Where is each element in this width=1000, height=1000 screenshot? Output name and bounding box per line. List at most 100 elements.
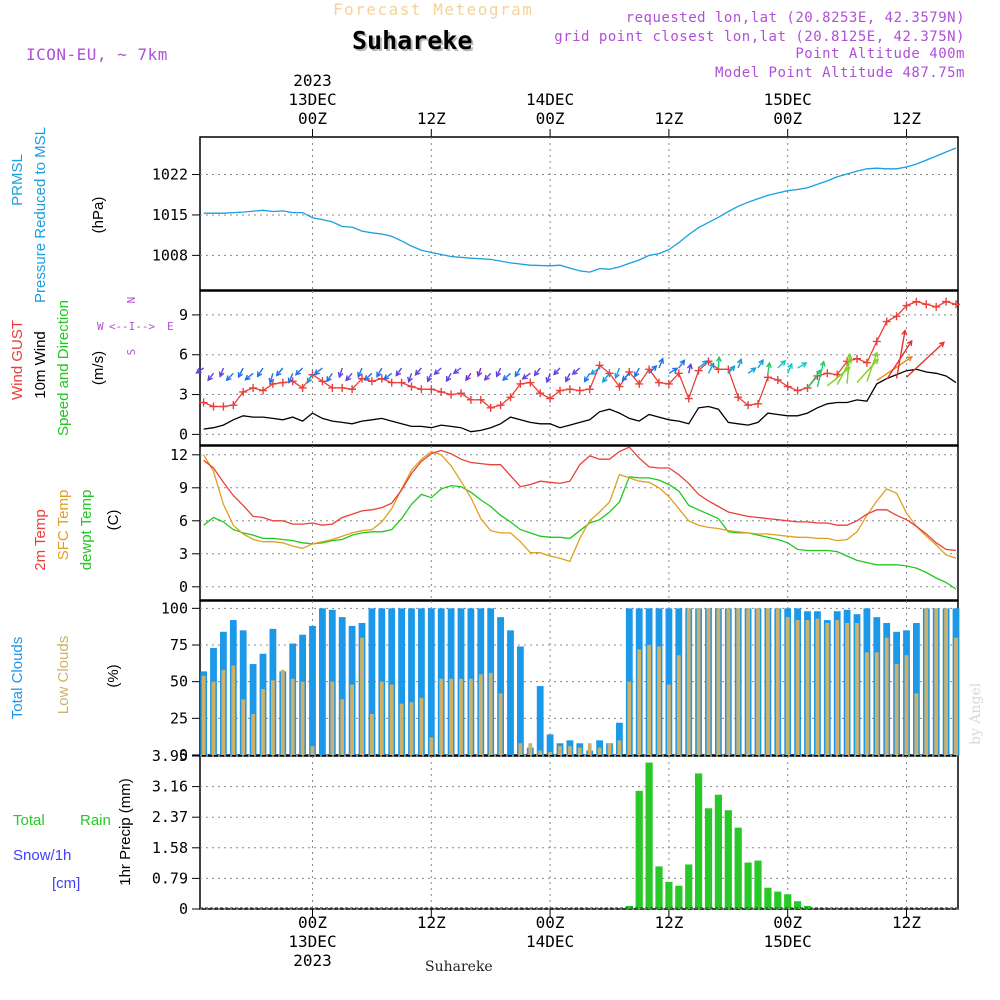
y-tick-label: 75 bbox=[170, 636, 188, 654]
wind-direction-arrow bbox=[614, 367, 621, 380]
panel-frame bbox=[199, 755, 959, 910]
gust-marker bbox=[397, 378, 406, 387]
gust-marker bbox=[853, 354, 861, 363]
y-tick-label: 2.37 bbox=[152, 808, 188, 826]
top-time-label: 12Z bbox=[654, 109, 683, 128]
gust-marker bbox=[744, 401, 753, 410]
wind-direction-arrow bbox=[514, 367, 522, 378]
gust-marker bbox=[259, 386, 267, 395]
total-rain-label-1: Total bbox=[13, 812, 45, 829]
gust-marker bbox=[486, 403, 495, 412]
bottom-time-label: 12Z bbox=[417, 913, 446, 932]
wind-direction-arrow bbox=[268, 373, 275, 385]
gust-marker bbox=[674, 369, 683, 378]
top-time-label: 00Z bbox=[536, 109, 565, 128]
low-cloud-bar bbox=[399, 703, 404, 755]
gust-marker bbox=[249, 383, 258, 392]
wind-direction-arrow bbox=[866, 351, 879, 382]
gust-marker bbox=[367, 377, 376, 386]
grid-point: grid point closest lon,lat (20.8125E, 42… bbox=[554, 29, 965, 45]
bottom-time-label: 00Z bbox=[536, 913, 565, 932]
gust-marker bbox=[862, 358, 871, 367]
low-cloud-bar bbox=[597, 747, 602, 755]
low-cloud-bar bbox=[370, 713, 374, 755]
gust-marker bbox=[209, 402, 218, 411]
temp-2m-line bbox=[203, 446, 957, 552]
precip-unit-label: 1hr Precip (mm) bbox=[117, 778, 134, 886]
gust-marker bbox=[605, 369, 614, 378]
wind-direction-arrow bbox=[337, 367, 344, 379]
wind-direction-arrow bbox=[736, 357, 743, 369]
top-time-label: 2023 bbox=[293, 71, 332, 90]
low-cloud-bar bbox=[825, 623, 830, 755]
gust-marker bbox=[655, 378, 663, 387]
gust-marker bbox=[882, 317, 891, 326]
low-cloud-bar bbox=[310, 746, 315, 755]
wind-direction-arrow bbox=[407, 373, 413, 384]
gust-marker bbox=[278, 378, 287, 387]
wind-direction-arrow bbox=[668, 367, 679, 374]
gust-marker bbox=[427, 385, 436, 394]
model-label: ICON-EU, ~ 7km bbox=[26, 45, 168, 64]
wind-direction-arrow bbox=[275, 367, 284, 377]
gust-marker bbox=[447, 390, 456, 399]
bottom-time-label: 2023 bbox=[293, 951, 332, 970]
wind-direction-arrow bbox=[287, 373, 294, 384]
wind-direction-arrow bbox=[195, 367, 205, 374]
low-cloud-bar bbox=[795, 620, 800, 755]
wind-direction-arrow bbox=[565, 373, 571, 383]
low-cloud-bar bbox=[874, 652, 879, 755]
forecast-meteogram-title: Forecast Meteogram bbox=[333, 0, 534, 19]
low-cloud-bar bbox=[657, 646, 661, 755]
wind-direction-arrow bbox=[244, 372, 254, 381]
gust-marker bbox=[239, 387, 248, 396]
low-cloud-bar bbox=[815, 618, 820, 755]
low-cloud-bar bbox=[775, 608, 780, 755]
gust-marker bbox=[585, 385, 594, 394]
y-tick-label: 1.58 bbox=[152, 839, 188, 857]
wind-direction-arrow bbox=[533, 367, 541, 377]
wind-speed-line bbox=[203, 368, 957, 433]
rain-bar bbox=[724, 810, 732, 909]
wind-direction-arrow bbox=[476, 367, 483, 378]
pressure-msl-label: Pressure Reduced to MSL bbox=[32, 127, 49, 303]
wind-direction-arrow bbox=[313, 367, 323, 376]
dewpoint-line bbox=[203, 476, 957, 590]
y-tick-label: 0 bbox=[179, 425, 188, 443]
y-tick-label: 3 bbox=[179, 386, 188, 404]
y-tick-label: 3.95 bbox=[152, 747, 188, 765]
low-clouds-label: Low Clouds bbox=[55, 636, 72, 714]
low-cloud-bar bbox=[835, 620, 840, 755]
gust-marker bbox=[803, 383, 812, 392]
low-cloud-bar bbox=[746, 608, 750, 755]
rain-bar bbox=[695, 773, 703, 909]
total-cloud-bar bbox=[427, 608, 435, 755]
rain-bar bbox=[794, 901, 802, 909]
total-cloud-bar bbox=[309, 625, 316, 755]
total-cloud-bar bbox=[319, 608, 326, 755]
gust-marker bbox=[268, 379, 277, 388]
gust-marker bbox=[912, 297, 921, 306]
point-altitude: Point Altitude 400m bbox=[795, 46, 965, 62]
y-tick-label: 3 bbox=[179, 545, 188, 563]
top-time-label: 13DEC bbox=[288, 90, 336, 109]
gust-marker bbox=[219, 402, 228, 411]
dewpt-label: dewpt Temp bbox=[78, 490, 95, 571]
low-cloud-bar bbox=[577, 747, 582, 755]
wind-direction-arrow bbox=[765, 361, 772, 374]
rain-bar bbox=[774, 891, 782, 909]
gust-marker bbox=[952, 300, 960, 309]
wind-direction-arrow bbox=[357, 367, 363, 379]
low-cloud-bar bbox=[686, 608, 691, 755]
temp-2m-label: 2m Temp bbox=[32, 509, 49, 570]
low-cloud-bar bbox=[627, 681, 632, 755]
y-tick-label: 6 bbox=[179, 512, 188, 530]
wind-direction-arrow bbox=[502, 372, 511, 381]
y-tick-label: 1015 bbox=[152, 206, 188, 224]
low-cloud-bar bbox=[449, 678, 453, 755]
y-tick-label: 3.16 bbox=[152, 778, 188, 796]
wind-direction-arrow bbox=[601, 372, 611, 384]
gust-marker bbox=[763, 373, 772, 382]
gust-marker bbox=[199, 398, 208, 407]
wind-direction-arrow bbox=[225, 372, 234, 382]
